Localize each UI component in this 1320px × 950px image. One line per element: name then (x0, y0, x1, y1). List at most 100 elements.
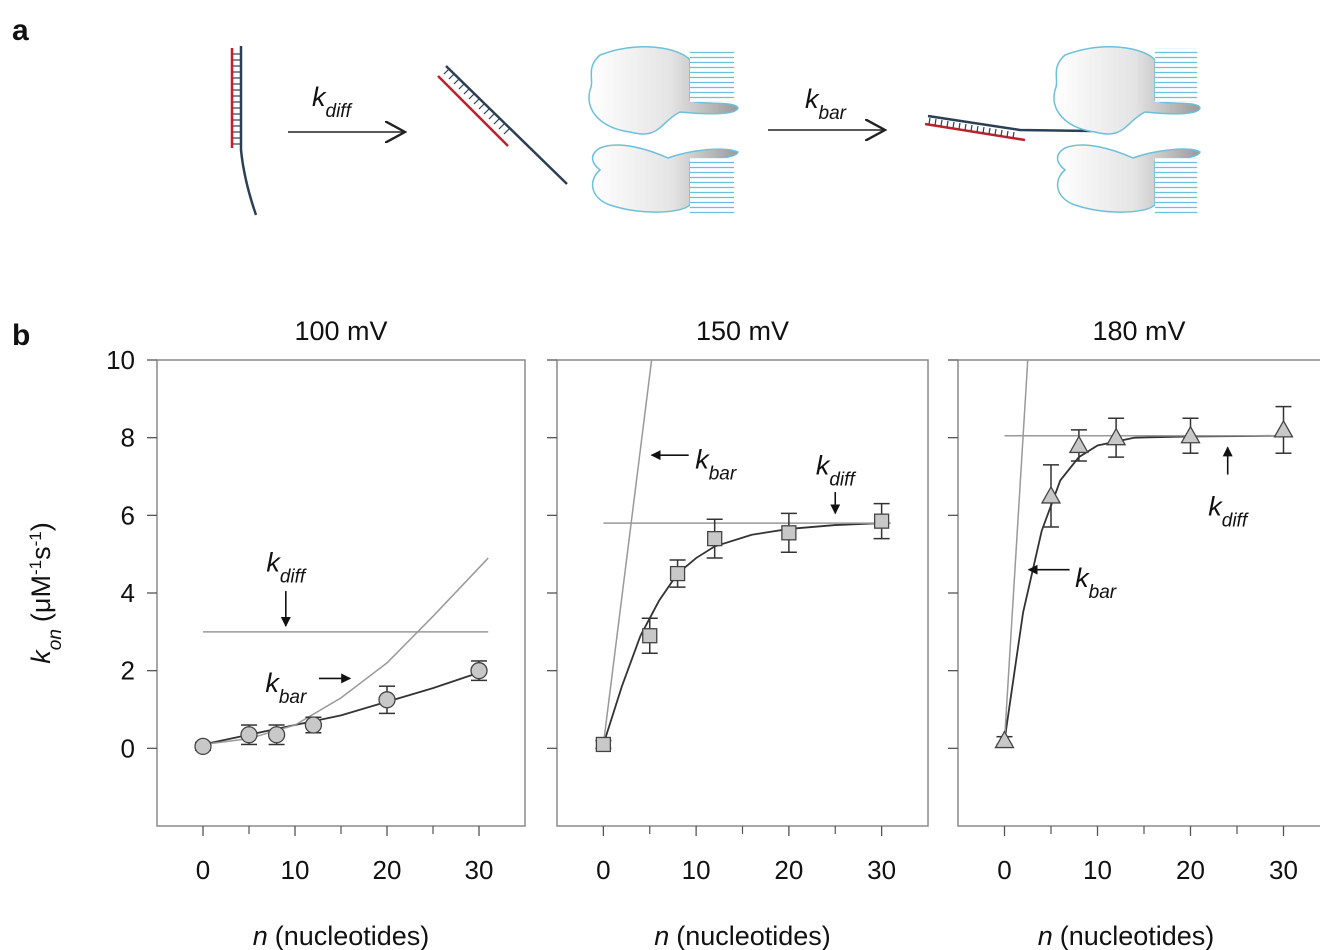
y-axis-label: kon(μM-1s-1) (26, 522, 66, 663)
x-axis-label: n (nucleotides) (654, 921, 831, 950)
x-tick-label: 30 (867, 855, 896, 885)
chart-title: 100 mV (294, 316, 387, 346)
y-tick-label: 0 (121, 733, 135, 763)
rate-label: kbar (805, 84, 847, 124)
marker (470, 662, 488, 680)
plot-frame (156, 359, 526, 827)
chart-title: 150 mV (696, 316, 789, 346)
annotation: kdiff (816, 451, 857, 491)
marker (267, 726, 286, 744)
annotation: kdiff (1208, 491, 1249, 531)
marker (1273, 419, 1294, 438)
y-axis-label-part: k (26, 649, 56, 664)
rate-symbol: k (312, 82, 327, 112)
rate-label: kdiff (312, 82, 353, 122)
annotation-part: k (1075, 563, 1090, 593)
marker (1040, 485, 1062, 504)
x-axis-label: n (nucleotides) (253, 921, 430, 950)
annotation-part: k (816, 451, 831, 481)
annotation: kbar (265, 668, 307, 708)
x-tick-label: 30 (1269, 855, 1298, 885)
x-axis-label: n (nucleotides) (1038, 921, 1215, 950)
annotation-part: diff (1222, 510, 1249, 531)
chart-title: 180 mV (1092, 316, 1185, 346)
panel-label: a (12, 14, 29, 47)
rate-subscript: diff (326, 101, 353, 122)
y-tick-label: 4 (121, 578, 135, 608)
annotation-part: diff (280, 566, 307, 587)
marker (595, 736, 612, 753)
duplex-diagonal (437, 65, 568, 185)
curve (1003, 434, 1284, 741)
x-tick-label: 20 (373, 855, 402, 885)
curve (602, 359, 653, 745)
annotation-part: k (265, 668, 280, 698)
marker (707, 530, 723, 547)
x-axis-label-part: (nucleotides) (676, 921, 831, 950)
marker (669, 565, 686, 582)
rate-subscript: bar (819, 103, 847, 124)
annotation-part: k (695, 445, 710, 475)
annotation-part: k (266, 548, 281, 578)
y-tick-label: 6 (121, 500, 135, 530)
x-axis-label-part: n (654, 921, 669, 950)
x-axis-label-part: n (1038, 921, 1053, 950)
pore-right (1053, 46, 1201, 214)
y-axis-label-part: s (26, 546, 56, 560)
annotation: kbar (695, 445, 737, 485)
marker (378, 691, 396, 709)
marker (781, 525, 797, 541)
curve (202, 557, 489, 746)
y-axis-label-part: ) (26, 522, 56, 531)
marker (304, 716, 323, 734)
y-axis-label-part: -1 (26, 531, 45, 546)
marker (873, 513, 890, 529)
x-tick-label: 10 (682, 855, 711, 885)
x-axis-label-part: n (253, 921, 268, 950)
x-tick-label: 30 (465, 855, 494, 885)
x-tick-label: 0 (997, 855, 1011, 885)
chart-panel: 150 mV 0 10 20 30 (547, 316, 929, 885)
x-axis-label-part: (nucleotides) (275, 921, 430, 950)
duplex-horizontal (924, 114, 1093, 142)
marker (240, 726, 258, 744)
annotation-part: k (1208, 491, 1223, 521)
marker (642, 628, 658, 644)
marker (194, 737, 212, 756)
curve (1003, 359, 1029, 741)
x-axis-label-part: (nucleotides) (1060, 921, 1215, 950)
rate-symbol: k (805, 84, 820, 114)
x-tick-label: 10 (281, 855, 310, 885)
annotation-part: bar (1089, 582, 1117, 603)
y-tick-label: 8 (121, 423, 135, 453)
marker (1105, 427, 1127, 446)
y-tick-label: 2 (121, 656, 135, 686)
annotation-part: bar (279, 687, 307, 708)
y-tick-label: 10 (106, 345, 135, 375)
pore-left (588, 46, 739, 214)
annotation-part: diff (829, 469, 856, 490)
panel-label: b (12, 319, 30, 352)
x-tick-label: 10 (1083, 855, 1112, 885)
curve (602, 522, 882, 745)
annotation-part: bar (709, 463, 737, 484)
chart-panel: 180 mV 0 10 20 30 (948, 316, 1320, 885)
y-axis-label-part: -1 (26, 560, 45, 575)
duplex-vertical (230, 46, 258, 216)
annotation: kdiff (266, 548, 307, 588)
plot-frame (556, 359, 929, 827)
y-axis-label-part: (μM (26, 575, 56, 622)
chart-panel: 100 mV 0 2 4 6 8 10 0 10 20 30 (106, 316, 526, 885)
marker (1180, 425, 1201, 444)
y-axis-label-part: on (45, 629, 66, 650)
x-tick-label: 20 (1176, 855, 1205, 885)
x-tick-label: 20 (774, 855, 803, 885)
x-tick-label: 0 (196, 855, 210, 885)
marker (994, 730, 1015, 749)
marker (1068, 435, 1090, 454)
plot-frame (957, 359, 1320, 827)
x-tick-label: 0 (596, 855, 610, 885)
annotation: kbar (1075, 563, 1117, 603)
